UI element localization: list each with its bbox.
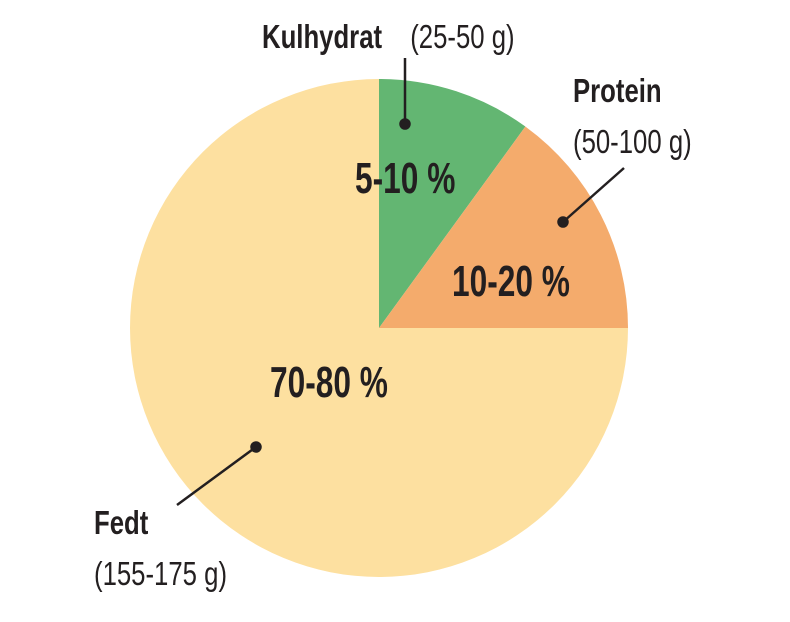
kulhydrat-name-label: Kulhydrat [262, 19, 382, 56]
kulhydrat-percent-label: 5-10 % [355, 154, 455, 203]
fedt-name-label: Fedt [94, 505, 148, 542]
pie-slice-protein [379, 126, 628, 328]
fedt-range-label: (155-175 g) [94, 556, 227, 593]
protein-percent-label: 10-20 % [452, 257, 570, 306]
kulhydrat-leader-dot [399, 118, 411, 130]
pie-slice-kulhydrat [379, 79, 526, 328]
protein-name-label: Protein [573, 73, 662, 110]
kulhydrat-range-label: (25-50 g) [410, 19, 514, 56]
protein-leader-line [562, 167, 625, 223]
protein-leader-dot [557, 216, 569, 228]
fedt-percent-label: 70-80 % [270, 358, 388, 407]
fedt-leader-dot [250, 441, 262, 453]
protein-range-label: (50-100 g) [573, 124, 692, 161]
fedt-leader-line [176, 445, 257, 507]
